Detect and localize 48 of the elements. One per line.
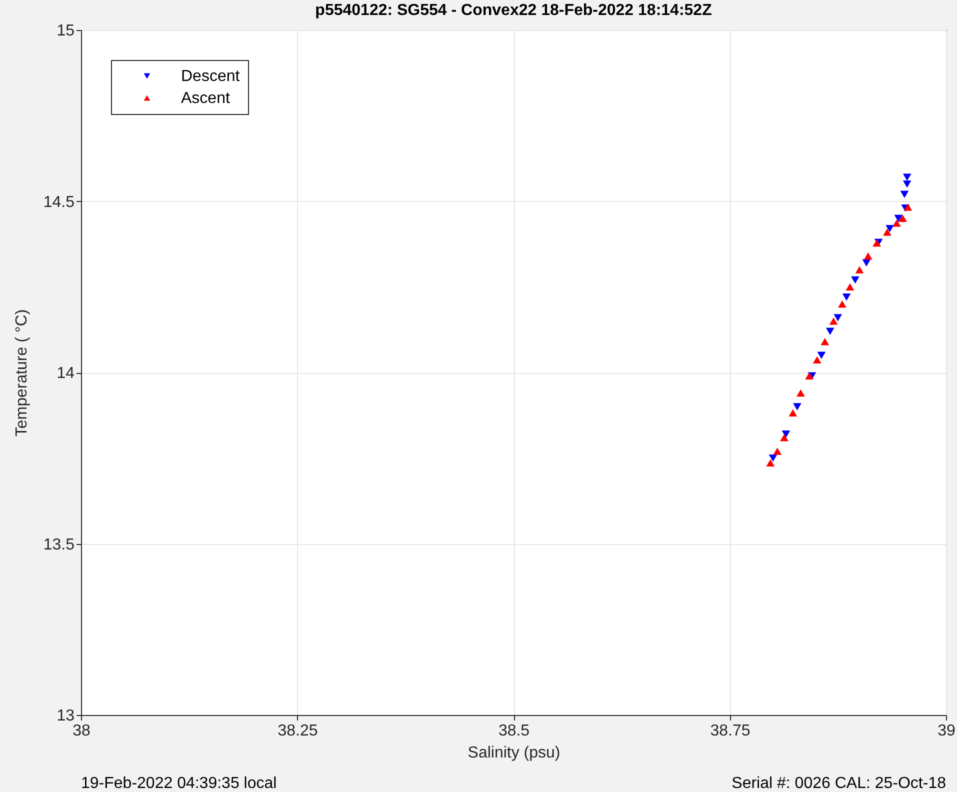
point <box>904 203 912 211</box>
y-tick-label: 13 <box>56 708 75 724</box>
point <box>898 214 907 222</box>
point <box>773 448 782 455</box>
y-tick-label: 14.5 <box>43 194 75 211</box>
y-axis-title: Temperature ( °C) <box>13 309 30 437</box>
point <box>805 372 814 380</box>
point <box>902 174 912 181</box>
y-tick-label: 15 <box>56 22 75 40</box>
point <box>796 389 805 397</box>
point <box>902 180 912 188</box>
point <box>766 459 775 467</box>
point <box>834 314 842 322</box>
point <box>812 356 822 364</box>
y-tick-label: 14 <box>56 365 75 382</box>
point <box>788 409 798 417</box>
point <box>780 434 788 442</box>
x-tick-label: 38 <box>72 722 90 740</box>
point <box>886 225 894 232</box>
point <box>826 328 834 336</box>
point <box>862 259 871 267</box>
point <box>838 300 846 308</box>
text: 19-Feb-2022 04:39:35 local <box>81 775 277 792</box>
x-tick-label: 38.75 <box>710 722 750 740</box>
legend-label: Ascent <box>181 90 230 107</box>
point <box>829 318 838 325</box>
point <box>793 403 802 410</box>
point <box>817 352 826 359</box>
point <box>820 338 830 346</box>
legend-label: Descent <box>181 68 240 85</box>
text: Serial #: 0026 CAL: 25-Oct-18 <box>732 775 946 792</box>
point <box>894 214 903 222</box>
x-axis-title: Salinity (psu) <box>468 744 560 762</box>
point <box>864 252 872 260</box>
chart-title: p5540122: SG554 - Convex22 18-Feb-2022 18:14:52Z <box>315 2 712 19</box>
x-tick-label: 38.5 <box>498 722 530 740</box>
x-tick-label: 39 <box>938 722 956 740</box>
x-tick-label: 38.25 <box>278 722 318 740</box>
point <box>842 294 851 301</box>
point <box>855 266 864 274</box>
point <box>782 430 790 438</box>
point <box>882 228 892 236</box>
point <box>850 276 860 284</box>
point <box>768 454 778 462</box>
point <box>846 283 854 290</box>
y-tick-label: 13.5 <box>43 536 75 554</box>
point <box>892 220 901 227</box>
point <box>900 190 909 198</box>
